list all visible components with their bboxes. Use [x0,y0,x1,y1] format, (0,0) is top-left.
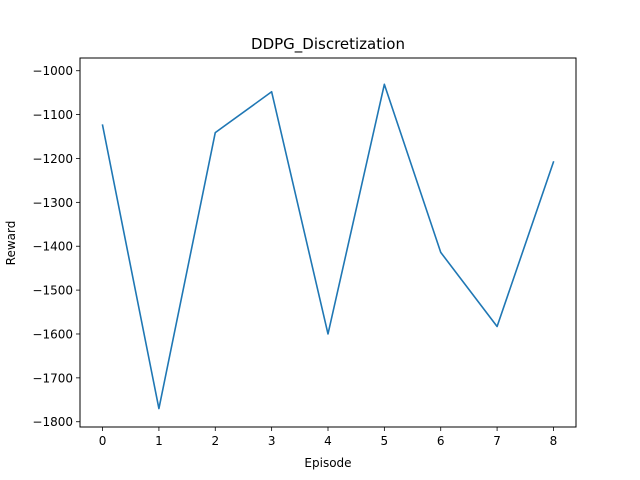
y-tick-label-3: −1300 [32,196,73,210]
x-tick-label-6: 6 [437,434,445,448]
y-tick-label-2: −1200 [32,152,73,166]
chart-title: DDPG_Discretization [251,35,405,54]
x-axis-label: Episode [304,456,351,470]
y-tick-label-5: −1500 [32,284,73,298]
y-tick-label-6: −1600 [32,327,73,341]
x-tick-label-4: 4 [324,434,332,448]
series-line-0 [101,83,555,410]
y-axis-label: Reward [4,221,18,266]
x-tick-label-2: 2 [211,434,219,448]
x-tick-label-5: 5 [381,434,389,448]
x-tick-label-1: 1 [155,434,163,448]
y-tick-label-8: −1800 [32,415,73,429]
y-tick-label-7: −1700 [32,371,73,385]
y-tick-label-4: −1400 [32,240,73,254]
x-tick-label-7: 7 [493,434,501,448]
y-tick-label-0: −1000 [32,64,73,78]
plot-area: 0 1 2 3 4 5 6 7 8 −1000 −1100 −1200 −1300 −1400 −1500 −… [32,57,577,448]
y-tick-label-1: −1100 [32,108,73,122]
x-tick-label-3: 3 [268,434,276,448]
x-tick-label-0: 0 [99,434,107,448]
x-tick-label-8: 8 [550,434,558,448]
